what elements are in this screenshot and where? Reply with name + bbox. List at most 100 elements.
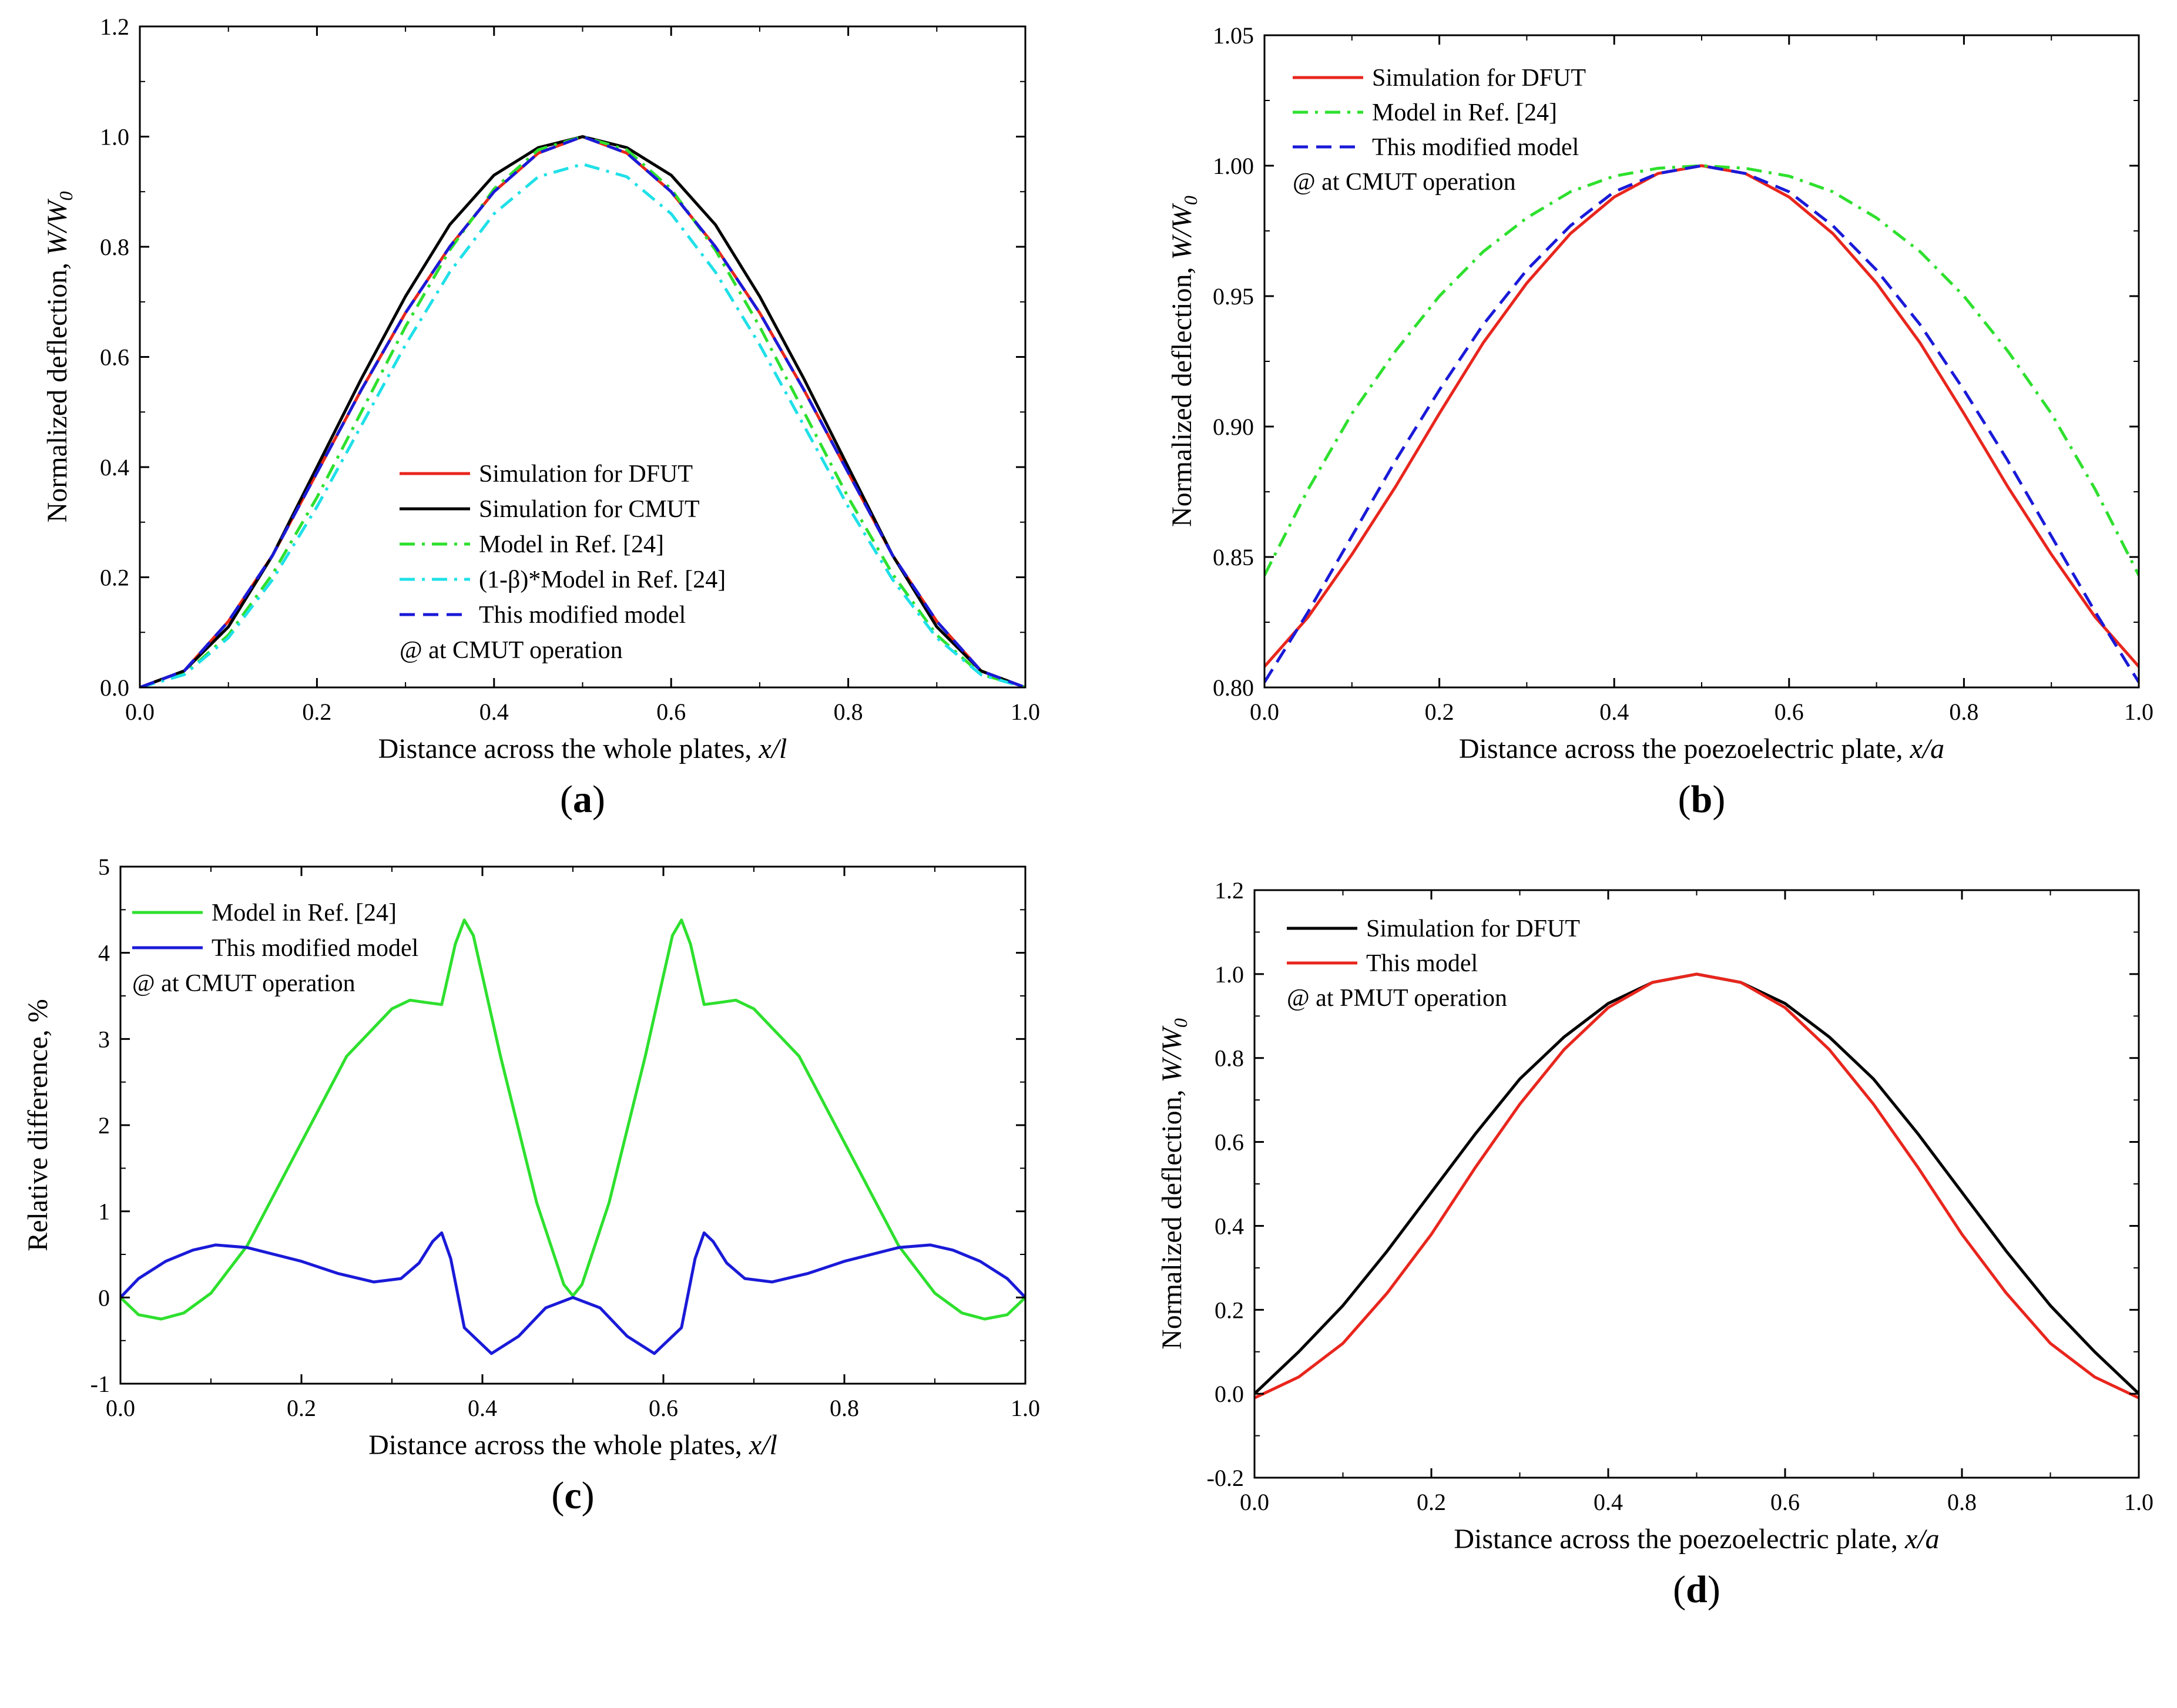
- legend-note: @ at CMUT operation: [400, 637, 623, 664]
- legend-note: @ at CMUT operation: [1293, 169, 1516, 196]
- legend-note: @ at PMUT operation: [1287, 985, 1507, 1012]
- y-tick-label: 0.2: [100, 565, 129, 591]
- x-tick-label: 0.0: [1250, 699, 1279, 725]
- y-tick-label: 1.05: [1213, 22, 1254, 49]
- x-tick-label: 0.6: [656, 699, 686, 725]
- x-tick-label: 0.8: [830, 1395, 859, 1421]
- y-tick-label: 4: [98, 940, 110, 967]
- series-group: [140, 135, 1025, 687]
- y-tick-label: 1.0: [1215, 961, 1244, 988]
- y-tick-label: 0: [98, 1284, 110, 1311]
- legend: Model in Ref. [24] This modified model @ a…: [132, 900, 418, 997]
- y-tick-label: -1: [90, 1371, 110, 1397]
- panel-a: 0.0 0.2 0.4 0.6 0.8 1.0 0.0 0.2 0.4 0.6 0.8 1.0 1.2 D…: [42, 14, 1040, 821]
- x-tick-label: 0.0: [1240, 1489, 1269, 1515]
- x-tick-label: 0.2: [1425, 699, 1454, 725]
- y-tick-label: 0.6: [1215, 1129, 1244, 1156]
- series-line-model-in-ref-24: [140, 135, 1025, 687]
- x-tick-label: 1.0: [2124, 1489, 2153, 1515]
- x-tick-label: 0.6: [1775, 699, 1804, 725]
- y-axis-label: Relative difference, %: [22, 999, 53, 1251]
- series-line-model-in-ref-24: [1264, 164, 2139, 576]
- x-tick-label: 0.4: [1599, 699, 1629, 725]
- series-line-simulation-for-dfut: [1254, 972, 2139, 1395]
- legend-label: Simulation for DFUT: [1372, 65, 1586, 92]
- y-axis-label: Normalized deflection, W/W0: [42, 192, 76, 523]
- y-tick-label: 0.90: [1213, 414, 1254, 440]
- y-tick-label: 1.00: [1213, 153, 1254, 179]
- x-axis-label: Distance across the whole plates, x/l: [378, 733, 787, 764]
- legend: Simulation for DFUT Model in Ref. [24] Thi…: [1293, 65, 1586, 196]
- series-line-this-modified-model: [120, 1231, 1025, 1355]
- y-tick-label: 1.2: [1215, 877, 1244, 904]
- legend-label: Model in Ref. [24]: [479, 531, 664, 558]
- x-tick-label: 1.0: [1011, 699, 1040, 725]
- x-tick-label: 0.4: [479, 699, 509, 725]
- y-tick-label: -0.2: [1207, 1465, 1244, 1491]
- legend-label: This modified model: [1372, 134, 1579, 161]
- y-tick-label: 0.2: [1215, 1297, 1244, 1323]
- panel-label: (d): [1673, 1568, 1720, 1611]
- y-axis-label: Normalized deflection, W/W0: [1156, 1018, 1191, 1350]
- x-tick-label: 0.8: [834, 699, 863, 725]
- series-line-this-model: [1254, 972, 2139, 1400]
- series-line-model-in-ref-24: [120, 918, 1025, 1321]
- legend: Simulation for DFUT This model @ at PMUT o…: [1287, 915, 1580, 1012]
- y-tick-label: 0.4: [1215, 1213, 1244, 1239]
- y-axis-label: Normalized deflection, W/W0: [1166, 196, 1201, 527]
- x-tick-label: 0.6: [649, 1395, 678, 1421]
- panel-d: 0.0 0.2 0.4 0.6 0.8 1.0-0.20.00.20.40.60.81.0…: [1156, 877, 2153, 1611]
- panel-c: 0.0 0.2 0.4 0.6 0.8 1.0 -1 0 1 2 3 4 5 Distance acros…: [22, 854, 1040, 1517]
- y-tick-label: 2: [98, 1112, 110, 1139]
- series-line-this-modified-model: [140, 135, 1025, 687]
- panel-b: 0.0 0.2 0.4 0.6 0.8 1.0 0.80 0.85 0.90 0.95 1.00 1.…: [1166, 22, 2153, 821]
- legend-label: Simulation for DFUT: [479, 461, 693, 488]
- legend-label: This modified model: [212, 935, 418, 962]
- panel-label: (b): [1678, 778, 1726, 821]
- y-tick-label: 0.0: [100, 675, 129, 701]
- y-tick-label: 0.4: [100, 454, 129, 481]
- y-tick-label: 1.0: [100, 124, 129, 150]
- panel-label: (c): [551, 1474, 594, 1517]
- panel-label: (a): [560, 778, 605, 821]
- legend-label: This modified model: [479, 602, 686, 629]
- x-tick-label: 0.0: [125, 699, 155, 725]
- y-tick-label: 0.8: [1215, 1045, 1244, 1072]
- y-tick-label: 0.0: [1215, 1381, 1244, 1407]
- y-tick-label: 5: [98, 854, 110, 880]
- y-tick-label: 1: [98, 1199, 110, 1225]
- x-axis-label: Distance across the poezoelectric plate,…: [1459, 733, 1944, 764]
- x-tick-label: 0.2: [302, 699, 331, 725]
- x-tick-label: 0.0: [106, 1395, 135, 1421]
- series-line-1-model-in-ref-24: [140, 162, 1025, 687]
- legend-label: Simulation for CMUT: [479, 496, 700, 523]
- x-tick-label: 0.2: [1417, 1489, 1446, 1515]
- legend-label: Model in Ref. [24]: [212, 900, 397, 927]
- x-tick-label: 0.4: [1594, 1489, 1623, 1515]
- plot-frame: [1263, 34, 2140, 689]
- x-tick-label: 0.8: [1949, 699, 1978, 725]
- x-tick-label: 1.0: [2124, 699, 2153, 725]
- series-group: [1254, 972, 2139, 1400]
- series-line-this-modified-model: [1264, 164, 2139, 683]
- series-group: [120, 918, 1025, 1355]
- series-group: [1264, 164, 2139, 683]
- series-line-simulation-for-dfut: [1264, 164, 2139, 668]
- x-tick-label: 0.4: [468, 1395, 497, 1421]
- x-tick-label: 0.6: [1770, 1489, 1800, 1515]
- legend-label: Model in Ref. [24]: [1372, 99, 1557, 126]
- y-tick-label: 3: [98, 1026, 110, 1052]
- y-tick-label: 0.6: [100, 344, 129, 371]
- legend: Simulation for DFUT Simulation for CMUT Mo…: [400, 461, 726, 664]
- y-tick-label: 1.2: [100, 14, 129, 40]
- x-axis-label: Distance across the whole plates, x/l: [368, 1430, 777, 1461]
- x-axis-label: Distance across the poezoelectric plate,…: [1454, 1524, 1939, 1555]
- x-tick-label: 1.0: [1011, 1395, 1040, 1421]
- x-tick-label: 0.2: [287, 1395, 316, 1421]
- plot-frame: [1253, 889, 2140, 1479]
- legend-note: @ at CMUT operation: [132, 970, 355, 997]
- y-tick-label: 0.85: [1213, 544, 1254, 571]
- y-tick-label: 0.95: [1213, 283, 1254, 310]
- x-tick-label: 0.8: [1947, 1489, 1977, 1515]
